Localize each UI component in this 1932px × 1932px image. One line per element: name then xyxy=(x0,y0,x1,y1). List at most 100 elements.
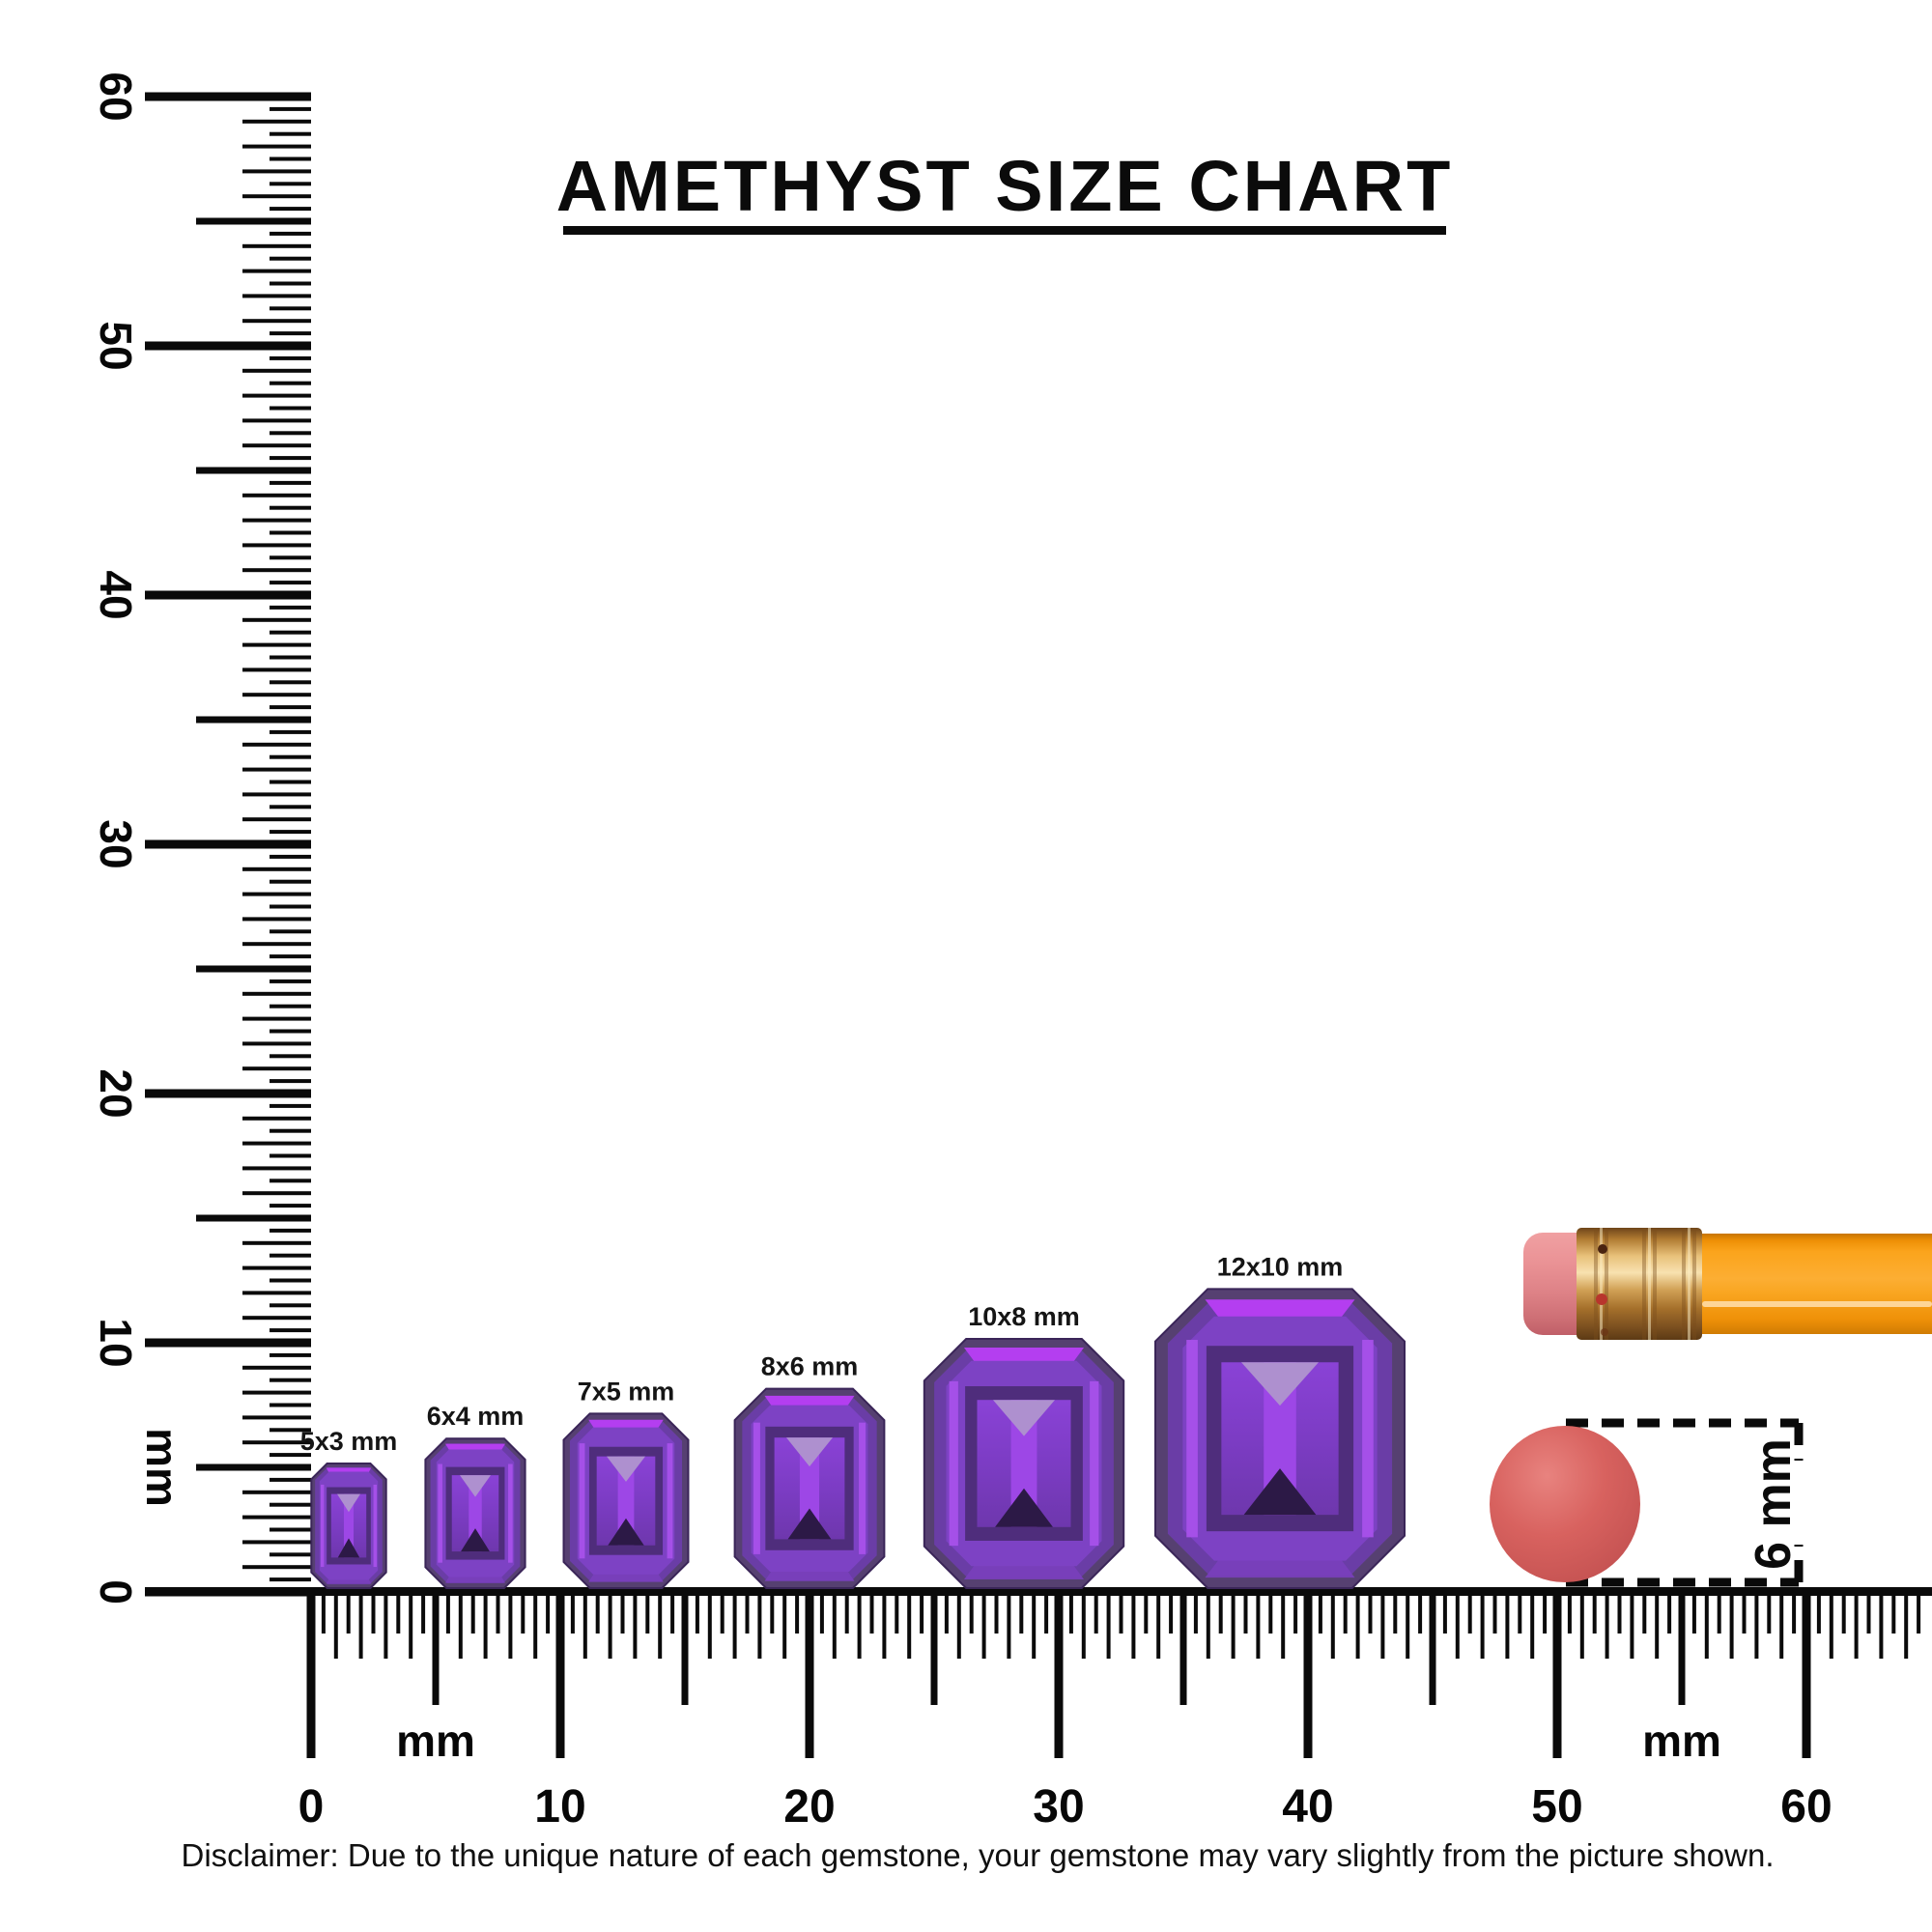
gem-size-label: 5x3 mm xyxy=(300,1427,398,1456)
bottom-ruler-tick xyxy=(1505,1589,1510,1659)
left-ruler-tick xyxy=(242,892,311,896)
left-ruler-tick xyxy=(270,630,311,635)
bottom-ruler-tick xyxy=(1530,1589,1535,1659)
bottom-ruler-tick xyxy=(795,1589,800,1634)
bottom-ruler-tick xyxy=(1044,1589,1049,1634)
left-ruler-tick xyxy=(242,1316,311,1321)
eraser-dot-dimension-bracket xyxy=(1566,1418,1804,1587)
bottom-ruler-tick xyxy=(994,1589,999,1634)
left-ruler-tick xyxy=(242,942,311,947)
bottom-ruler-tick xyxy=(1169,1589,1174,1634)
gem-row: 5x3 mm 6x4 mm 7x5 mm 8x6 mm 10x8 mm 12x10 mm xyxy=(300,1252,1406,1589)
left-ruler-tick xyxy=(270,207,311,212)
left-ruler-tick xyxy=(242,144,311,149)
bottom-ruler-tick xyxy=(1256,1589,1261,1659)
left-ruler-tick xyxy=(270,1328,311,1333)
bottom-ruler-tick xyxy=(1691,1589,1696,1634)
bottom-ruler-tick xyxy=(944,1589,949,1634)
left-ruler-tick xyxy=(270,106,311,111)
bottom-ruler-tick xyxy=(483,1589,488,1659)
gem-5x3-mm xyxy=(310,1463,387,1589)
left-ruler-number: 0 xyxy=(91,1579,141,1605)
bottom-ruler-tick xyxy=(882,1589,887,1659)
left-ruler-tick xyxy=(196,716,311,724)
bottom-ruler-tick xyxy=(1866,1589,1871,1634)
left-ruler-tick xyxy=(242,1041,311,1046)
gem-10x8-mm xyxy=(923,1338,1125,1589)
left-ruler-tick xyxy=(270,1228,311,1233)
bottom-ruler-tick xyxy=(819,1589,824,1634)
gem-facet xyxy=(1241,1362,1319,1406)
left-ruler-tick xyxy=(242,1515,311,1520)
bottom-ruler-tick xyxy=(645,1589,650,1634)
left-ruler-tick xyxy=(242,1116,311,1121)
bottom-ruler-tick xyxy=(895,1589,899,1634)
left-ruler-tick xyxy=(270,306,311,311)
left-ruler-tick xyxy=(270,1029,311,1034)
gem-facet xyxy=(607,1456,645,1482)
bottom-ruler-tick xyxy=(1467,1589,1472,1634)
bottom-ruler-baseline xyxy=(145,1587,1932,1596)
left-ruler-tick xyxy=(270,530,311,535)
bottom-ruler-tick xyxy=(1891,1589,1896,1634)
bottom-ruler-tick xyxy=(346,1589,351,1634)
left-ruler-tick xyxy=(270,729,311,734)
left-ruler-tick xyxy=(242,991,311,996)
gem-size-label: 12x10 mm xyxy=(1217,1252,1344,1281)
bottom-ruler-tick xyxy=(720,1589,724,1634)
left-ruler-tick xyxy=(270,555,311,560)
left-ruler-tick xyxy=(270,1253,311,1258)
gem-facet xyxy=(343,1493,355,1558)
pencil xyxy=(1523,1228,1932,1340)
gem-facet xyxy=(320,1484,325,1568)
bottom-ruler-tick xyxy=(1552,1589,1562,1758)
bottom-ruler-tick xyxy=(384,1589,388,1659)
bottom-ruler-tick xyxy=(681,1589,689,1705)
bottom-ruler-tick xyxy=(1355,1589,1360,1659)
bottom-ruler-tick xyxy=(333,1589,338,1659)
left-ruler: 0 10 20 30 40 50 60 mm xyxy=(91,71,311,1605)
bottom-ruler-tick xyxy=(930,1589,938,1705)
ferrule-crimp-dot xyxy=(1601,1328,1608,1336)
bottom-ruler-tick xyxy=(1455,1589,1460,1659)
left-ruler-tick xyxy=(270,1079,311,1084)
left-ruler-tick xyxy=(242,1166,311,1171)
bottom-ruler-tick xyxy=(1303,1589,1313,1758)
bottom-ruler-tick xyxy=(1655,1589,1660,1659)
left-ruler-tick xyxy=(242,443,311,448)
bottom-ruler-tick xyxy=(1792,1589,1797,1634)
left-ruler-tick xyxy=(242,1240,311,1245)
left-ruler-tick xyxy=(145,341,311,351)
bottom-ruler-tick xyxy=(1330,1589,1335,1659)
bottom-ruler-tick xyxy=(1767,1589,1772,1634)
gem-facet xyxy=(949,1380,958,1547)
bottom-ruler-tick xyxy=(546,1589,551,1634)
bottom-ruler-tick xyxy=(1081,1589,1086,1659)
left-ruler-tick xyxy=(242,243,311,248)
bottom-ruler-tick xyxy=(1617,1589,1622,1634)
left-ruler-number: 10 xyxy=(91,1318,141,1367)
bottom-ruler-tick xyxy=(1193,1589,1198,1634)
bottom-ruler-tick xyxy=(432,1589,440,1705)
left-ruler-tick xyxy=(242,1390,311,1395)
gem-size-label: 8x6 mm xyxy=(761,1352,859,1381)
left-ruler-tick xyxy=(270,331,311,336)
bottom-ruler-tick xyxy=(1678,1589,1686,1705)
bottom-ruler-tick xyxy=(1543,1589,1548,1634)
bottom-ruler-tick xyxy=(508,1589,513,1659)
left-ruler-tick xyxy=(270,431,311,436)
gem-6x4-mm xyxy=(424,1437,526,1589)
left-ruler-tick xyxy=(196,1463,311,1471)
left-ruler-tick xyxy=(270,480,311,485)
gem-facet xyxy=(469,1475,482,1552)
left-ruler-tick xyxy=(242,368,311,373)
bottom-ruler-tick xyxy=(1667,1589,1672,1634)
left-ruler-tick xyxy=(270,1128,311,1133)
bottom-ruler-tick xyxy=(1802,1589,1811,1758)
bottom-ruler-tick xyxy=(533,1589,538,1659)
gem-facet xyxy=(1186,1340,1198,1538)
gem-facet xyxy=(617,1456,635,1546)
left-ruler-number: 40 xyxy=(91,570,141,619)
bottom-ruler-tick xyxy=(1567,1589,1572,1634)
